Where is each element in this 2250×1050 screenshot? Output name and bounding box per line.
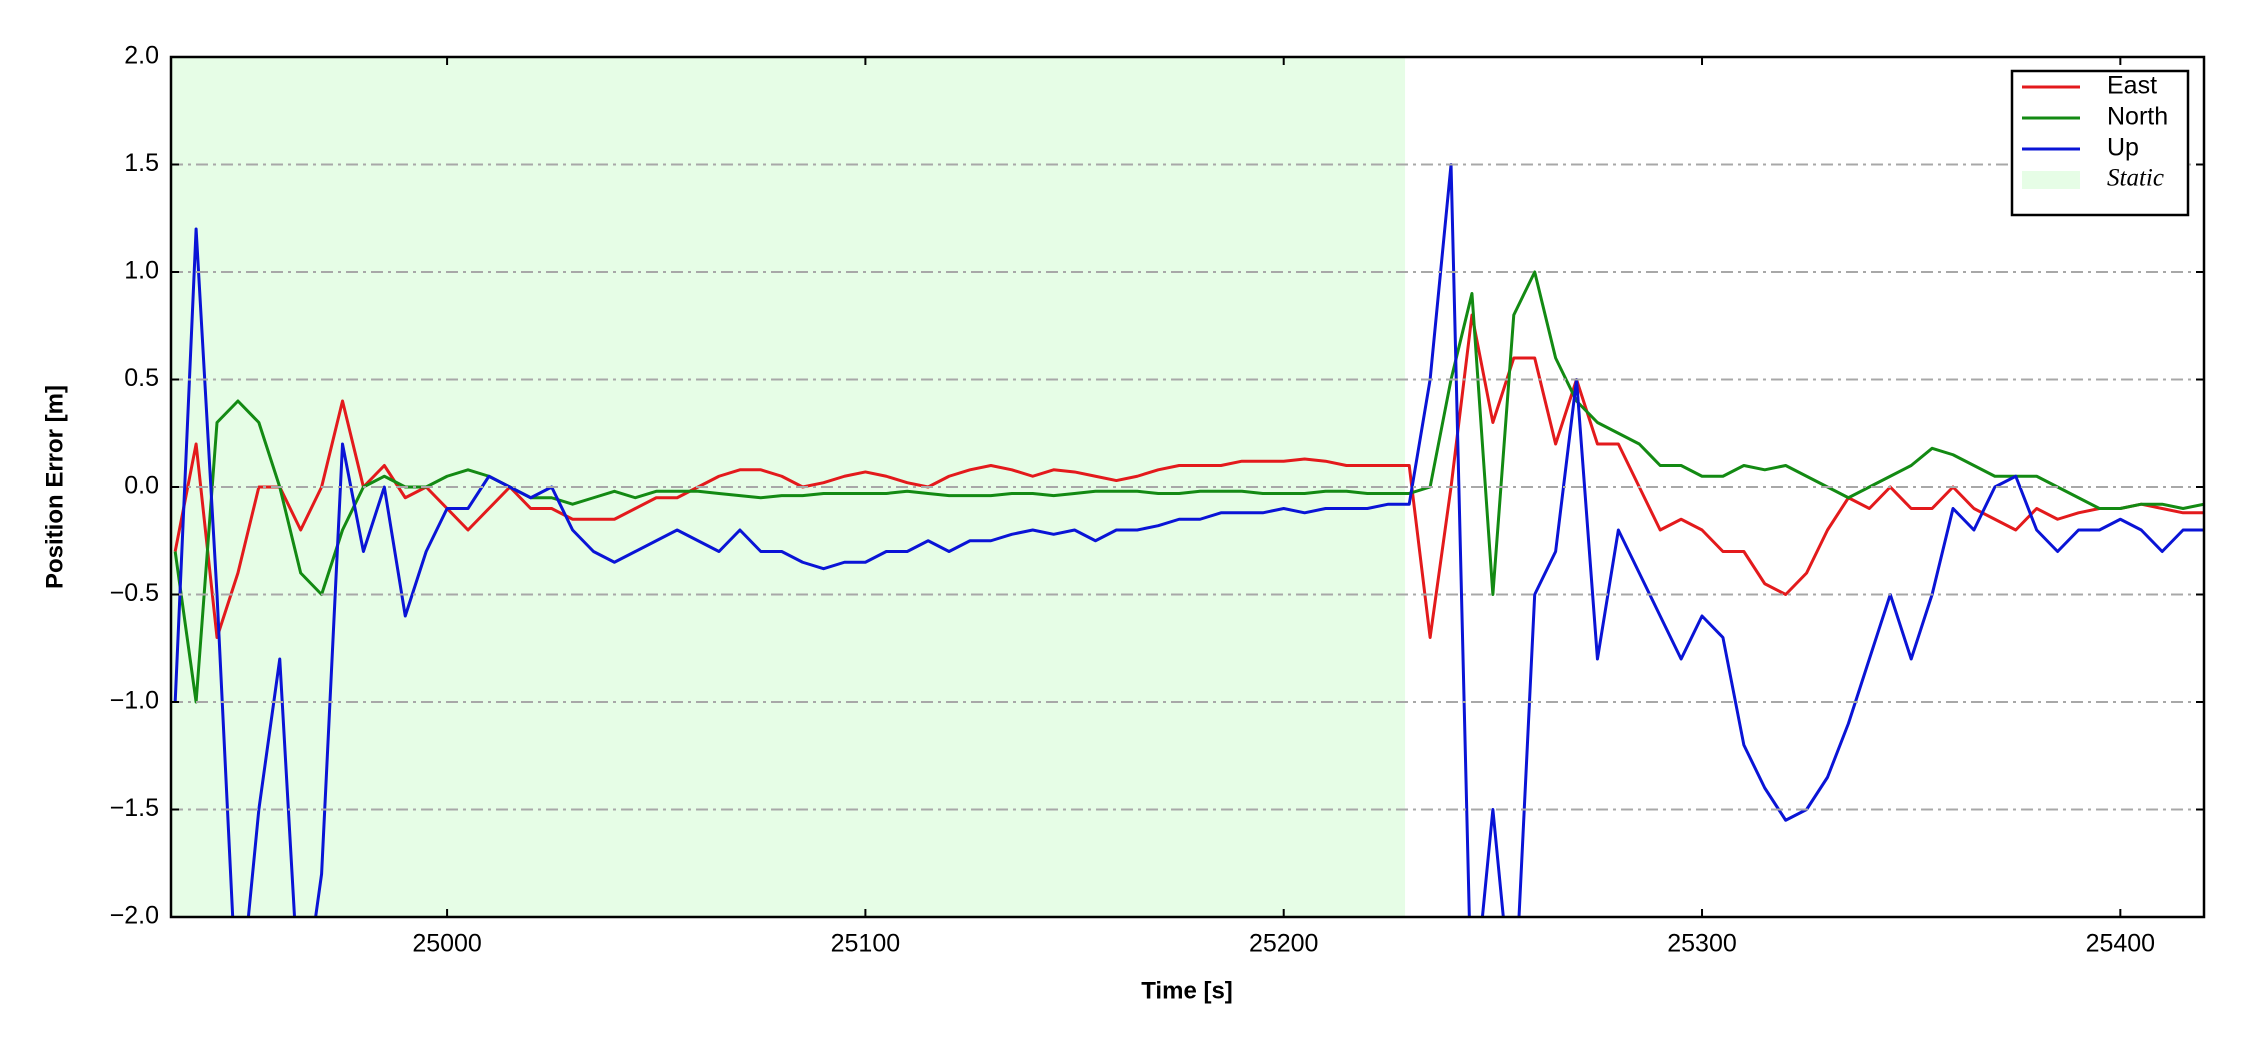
x-tick-label: 25200 (1249, 930, 1319, 958)
legend-label: Static (2107, 165, 2164, 192)
y-tick-label: 0.5 (124, 364, 159, 392)
y-tick-label: 2.0 (124, 42, 159, 70)
plot-area (171, 57, 2204, 917)
y-tick-label: 1.5 (124, 149, 159, 177)
x-tick-label: 25400 (2086, 930, 2156, 958)
x-tick-label: 25300 (1667, 930, 1737, 958)
y-tick-label: −1.5 (110, 794, 159, 822)
x-axis-label: Time [s] (1141, 977, 1233, 1004)
y-tick-label: 1.0 (124, 257, 159, 285)
y-tick-label: −1.0 (110, 687, 159, 715)
plot-frame (169, 55, 2206, 919)
y-tick-label: −2.0 (110, 902, 159, 930)
legend-label: East (2107, 72, 2157, 100)
y-tick-label: 0.0 (124, 472, 159, 500)
legend-label: Up (2107, 134, 2139, 162)
series-line (173, 313, 2204, 639)
y-tick-label: −0.5 (110, 579, 159, 607)
legend-label: North (2107, 103, 2168, 131)
series-line (173, 163, 2204, 917)
x-tick-label: 25000 (412, 930, 482, 958)
x-tick-label: 25100 (831, 930, 901, 958)
legend-swatch (2022, 171, 2080, 189)
legend-box (2010, 69, 2190, 217)
y-axis-label: Position Error [m] (41, 385, 68, 589)
